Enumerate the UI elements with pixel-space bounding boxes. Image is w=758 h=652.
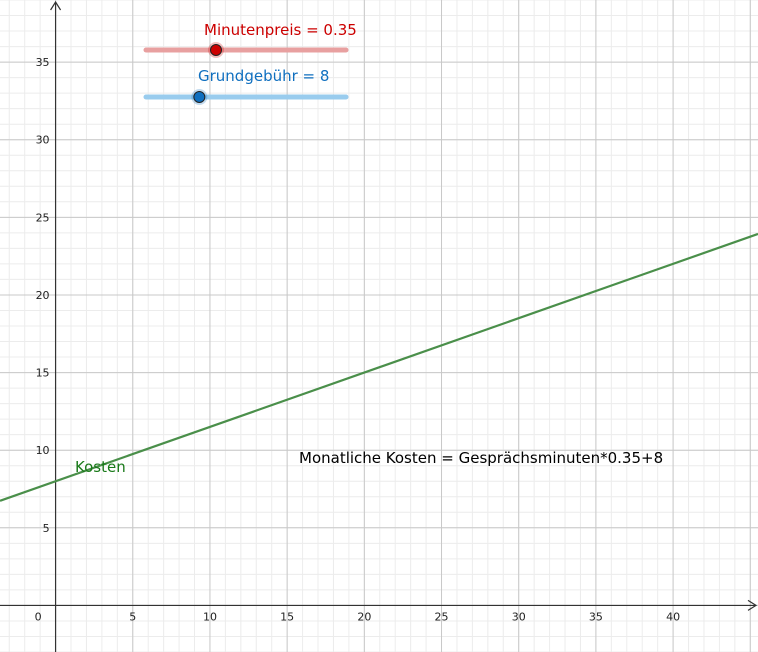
y-tick-label: 15 [36,367,50,380]
minutenpreis-slider-handle[interactable] [210,44,222,56]
y-tick-label: 25 [36,211,50,224]
x-axis-arrow-icon [747,599,758,611]
y-tick-label: 5 [43,522,50,535]
x-tick-label: 5 [129,610,136,623]
x-tick-label: 20 [357,610,371,623]
minutenpreis-slider-label: Minutenpreis = 0.35 [204,21,357,39]
kosten-curve-label: Kosten [75,458,126,476]
grundgebuehr-slider-handle[interactable] [193,91,206,103]
y-tick-label: 35 [36,56,50,69]
x-tick-label: 25 [435,610,449,623]
y-tick-label: 10 [36,444,50,457]
y-axis-arrow-icon [50,0,62,11]
grundgebuehr-slider-label: Grundgebühr = 8 [198,67,330,85]
cost-formula-text: Monatliche Kosten = Gesprächsminuten*0.3… [299,449,664,467]
x-tick-label: 10 [203,610,217,623]
x-tick-label: 15 [280,610,294,623]
x-tick-label: 30 [512,610,526,623]
x-tick-label: 35 [589,610,603,623]
x-tick-label: 40 [666,610,680,623]
kosten-line [0,232,758,502]
y-tick-label: 20 [36,289,50,302]
x-tick-label-origin: 0 [35,610,42,623]
y-tick-label: 30 [36,134,50,147]
